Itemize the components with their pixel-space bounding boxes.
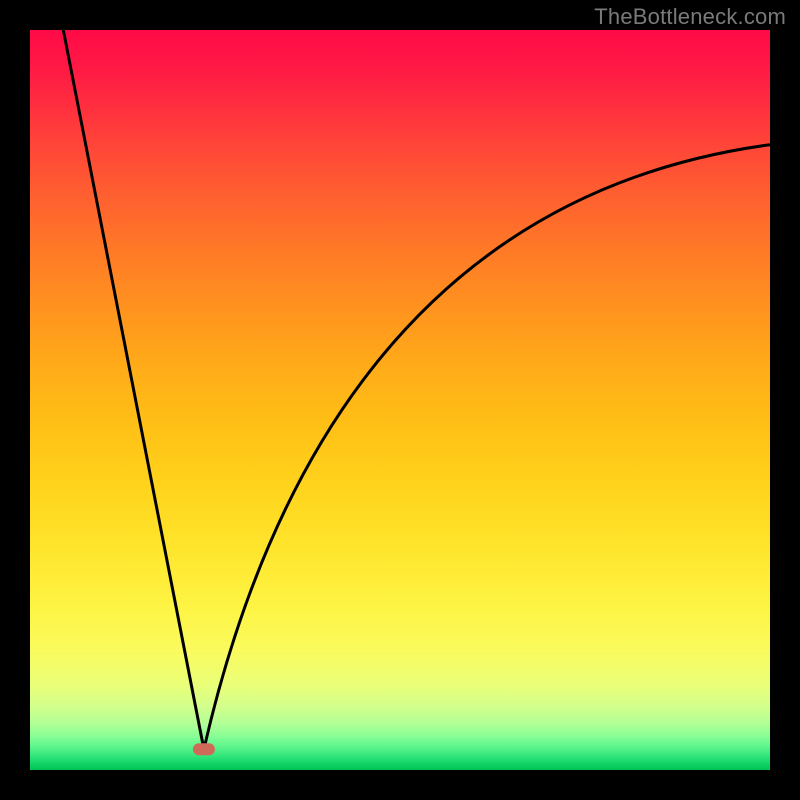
plot-area — [30, 30, 770, 770]
chart-frame: TheBottleneck.com — [0, 0, 800, 800]
gradient-background — [30, 30, 770, 770]
watermark-text: TheBottleneck.com — [594, 4, 786, 30]
optimal-point-marker — [193, 743, 215, 755]
bottleneck-chart — [30, 30, 770, 770]
